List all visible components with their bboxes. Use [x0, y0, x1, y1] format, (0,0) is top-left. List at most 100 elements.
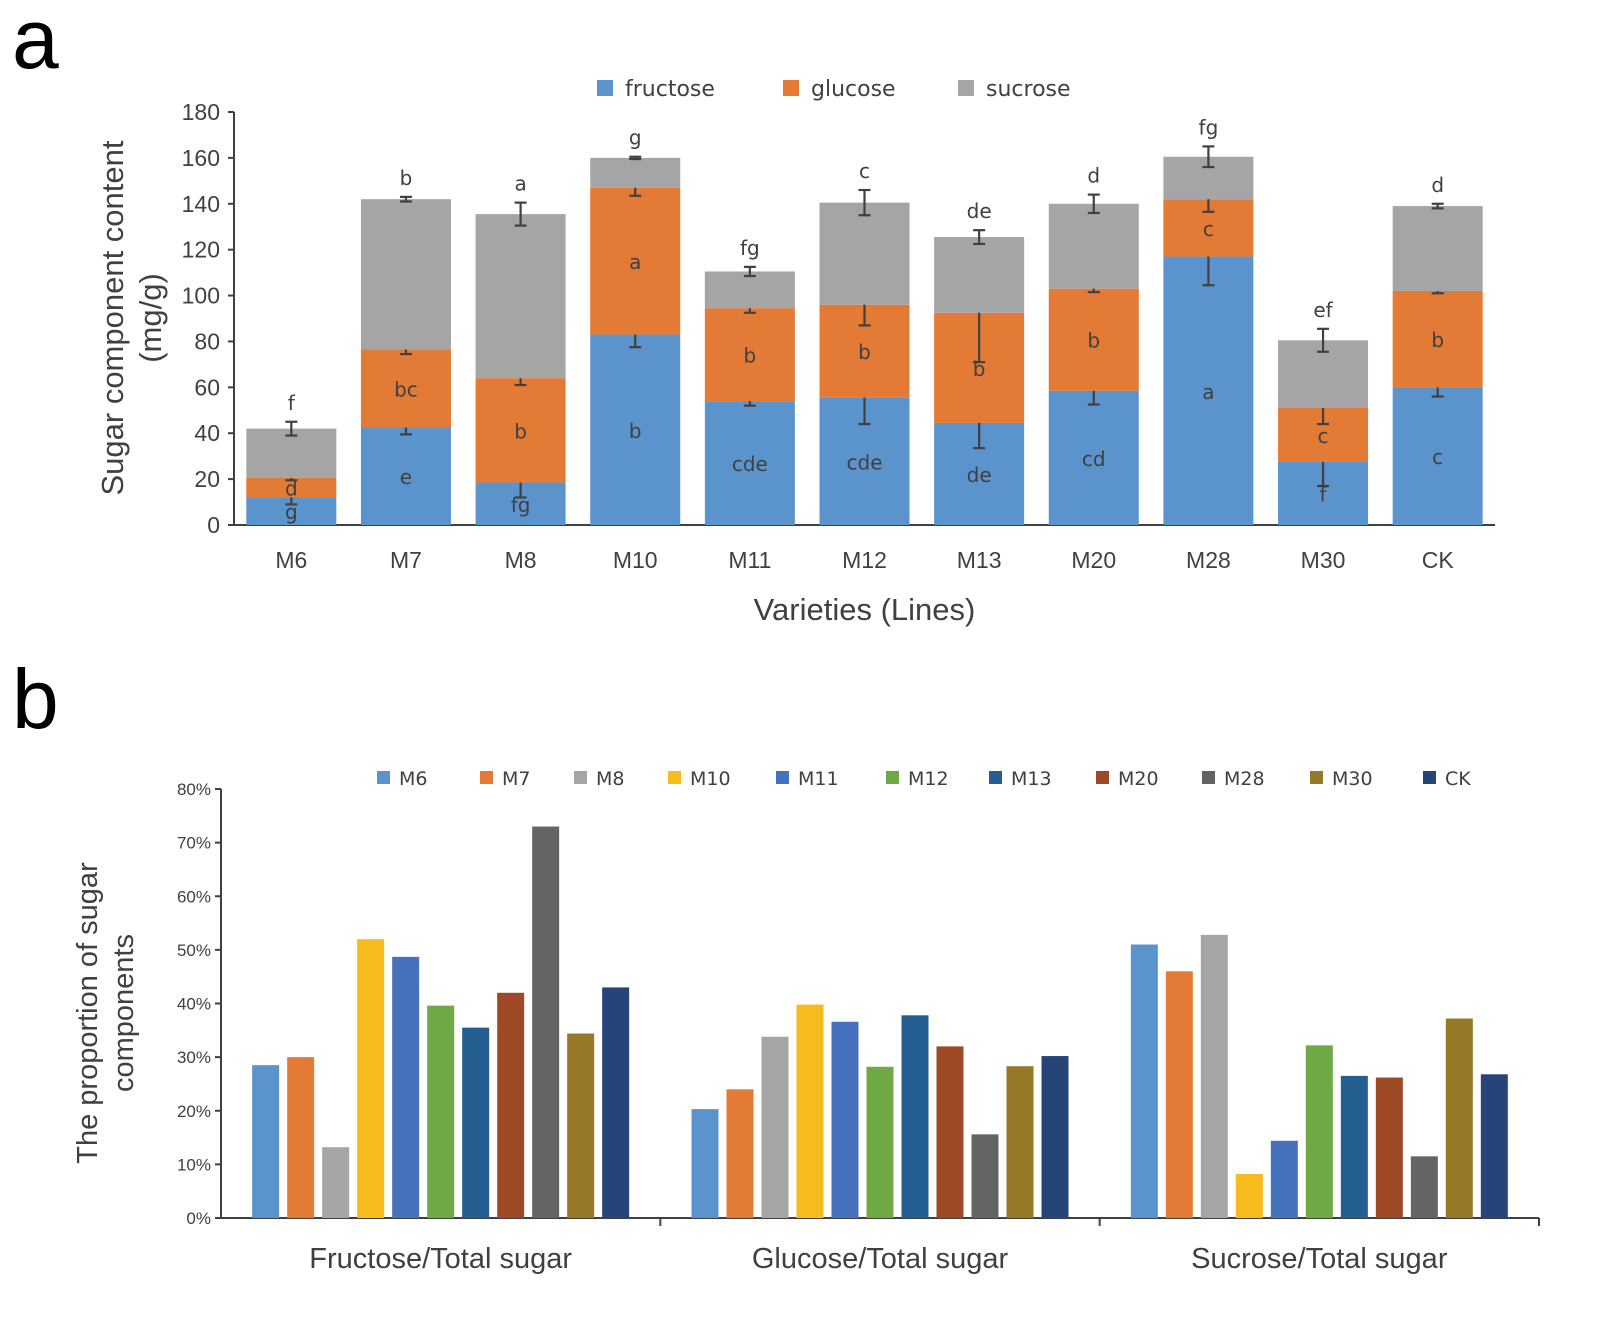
bar-M13-group-1 [462, 1027, 490, 1218]
bar-M20-group-1 [497, 992, 525, 1218]
error-bar-sucrose-M11 [743, 265, 756, 278]
bar-glucose-M6 [246, 477, 337, 498]
sig-letter-fructose-M28: a [1202, 380, 1214, 404]
bar-sucrose-M12 [819, 202, 910, 305]
bar-M10-group-3 [1235, 1174, 1263, 1218]
bar-CK-group-3 [1480, 1074, 1508, 1218]
bar-M30-group-3 [1445, 1018, 1473, 1218]
bar-sucrose-M20 [1048, 203, 1139, 289]
bar-glucose-M7 [360, 349, 451, 428]
legend-label-M8: M8 [596, 768, 624, 790]
y-tick-label: 20 [194, 466, 220, 492]
bar-CK-group-1 [602, 987, 630, 1218]
bar-glucose-M8 [475, 378, 566, 483]
bar-sucrose-M7 [360, 199, 451, 350]
y-tick-label: 20% [177, 1102, 211, 1121]
legend-label-M20: M20 [1118, 768, 1159, 790]
legend-label-sucrose: sucrose [986, 77, 1071, 102]
y-tick-label: 120 [182, 237, 220, 263]
sig-letter-fructose-M12: cde [847, 450, 883, 474]
y-axis-title-line: components [108, 934, 140, 1092]
legend-swatch-CK [1423, 771, 1436, 784]
bar-M12-group-3 [1305, 1045, 1333, 1218]
error-bar-sucrose-M13 [973, 229, 986, 246]
sig-letter-glucose-M6: d [285, 477, 298, 501]
y-axis-title: Sugar component content(mg/g) [95, 140, 168, 495]
bar-glucose-CK [1392, 290, 1483, 388]
x-tick-label-M11: M11 [728, 547, 771, 573]
error-bar-sucrose-M20 [1087, 193, 1100, 215]
bar-M20-group-3 [1375, 1077, 1403, 1218]
legend-swatch-glucose [783, 80, 799, 96]
y-tick-label: 100 [182, 283, 220, 309]
sig-letter-sucrose-M12: c [859, 159, 870, 183]
bar-glucose-M10 [590, 187, 681, 335]
group-label-3: Sucrose/Total sugar [1191, 1243, 1448, 1275]
error-bar-sucrose-M28 [1202, 145, 1215, 169]
legend-label-M7: M7 [502, 768, 530, 790]
x-tick-label-M6: M6 [275, 547, 307, 573]
bar-M13-group-2 [901, 1015, 929, 1218]
y-tick-label: 0 [207, 512, 220, 538]
x-tick-label-M28: M28 [1186, 547, 1231, 573]
bar-M20-group-2 [936, 1046, 964, 1218]
y-tick-label: 80% [177, 780, 211, 799]
y-tick-label: 70% [177, 834, 211, 853]
legend-swatch-M12 [886, 771, 899, 784]
y-axis-title: The proportion of sugar components [72, 862, 140, 1164]
x-tick-label-M20: M20 [1071, 547, 1116, 573]
error-bar-sucrose-M8 [514, 201, 527, 227]
sig-letter-sucrose-M20: d [1087, 164, 1100, 188]
bar-sucrose-M11 [704, 271, 795, 309]
legend-label-fructose: fructose [625, 77, 715, 102]
legend-swatch-M6 [377, 771, 390, 784]
bar-M6-group-2 [691, 1109, 719, 1218]
error-bar-sucrose-M12 [858, 188, 871, 217]
panel-a-label: a [12, 0, 59, 86]
sig-letter-fructose-M8: fg [511, 493, 531, 517]
x-axis-title: Varieties (Lines) [754, 592, 976, 627]
y-axis-title-line: The proportion of sugar [72, 862, 104, 1164]
bar-M7-group-3 [1165, 971, 1193, 1218]
group-label-2: Glucose/Total sugar [752, 1243, 1009, 1275]
sig-letter-glucose-M20: b [1087, 329, 1100, 353]
sig-letter-sucrose-CK: d [1431, 173, 1444, 197]
bar-fructose-M20 [1048, 390, 1139, 525]
sig-letter-glucose-M12: b [858, 340, 871, 364]
group-label-1: Fructose/Total sugar [309, 1243, 572, 1275]
x-tick-label-M30: M30 [1301, 547, 1346, 573]
sig-letter-sucrose-M10: g [629, 126, 642, 150]
legend-label-CK: CK [1445, 768, 1471, 790]
sig-letter-sucrose-M6: f [288, 391, 296, 415]
chart-b-sugar-proportions: M6 M7 M8 M10 M11 M12 M13 M20 M28 M30 CK 0% 10% 20% 30%… [72, 768, 1540, 1275]
bar-M10-group-2 [796, 1004, 824, 1218]
bar-glucose-M20 [1048, 288, 1139, 391]
sig-letter-glucose-M28: c [1203, 217, 1214, 241]
bar-sucrose-M13 [934, 237, 1025, 313]
y-tick-label: 0% [186, 1209, 211, 1228]
bar-M11-group-3 [1270, 1140, 1298, 1218]
bar-M7-group-1 [287, 1057, 315, 1218]
bar-M12-group-2 [866, 1066, 894, 1218]
x-tick-label-M10: M10 [613, 547, 658, 573]
sig-letter-glucose-M8: b [514, 419, 527, 443]
legend-swatch-M7 [480, 771, 493, 784]
sig-letter-fructose-M10: b [629, 419, 642, 443]
legend-swatch-M30 [1310, 771, 1323, 784]
y-tick-label: 80 [194, 328, 220, 354]
legend-label-M28: M28 [1224, 768, 1265, 790]
y-tick-label: 40 [194, 420, 220, 446]
sig-letter-glucose-M13: b [973, 357, 986, 381]
error-bar-sucrose-M6 [285, 420, 298, 437]
bar-M30-group-1 [567, 1033, 595, 1218]
bar-M11-group-2 [831, 1021, 859, 1218]
chart-a-stacked-sugar-content: fructose glucose sucrose 0 20 40 60 80 100 120 140… [95, 77, 1495, 627]
sig-letter-sucrose-M30: ef [1313, 298, 1333, 322]
legend-swatch-sucrose [958, 80, 974, 96]
error-bar-sucrose-M10 [629, 155, 642, 161]
sig-letter-sucrose-M11: fg [740, 236, 760, 260]
bar-M10-group-1 [357, 939, 385, 1218]
sig-letter-sucrose-M28: fg [1199, 115, 1219, 139]
bar-M6-group-3 [1130, 944, 1158, 1218]
